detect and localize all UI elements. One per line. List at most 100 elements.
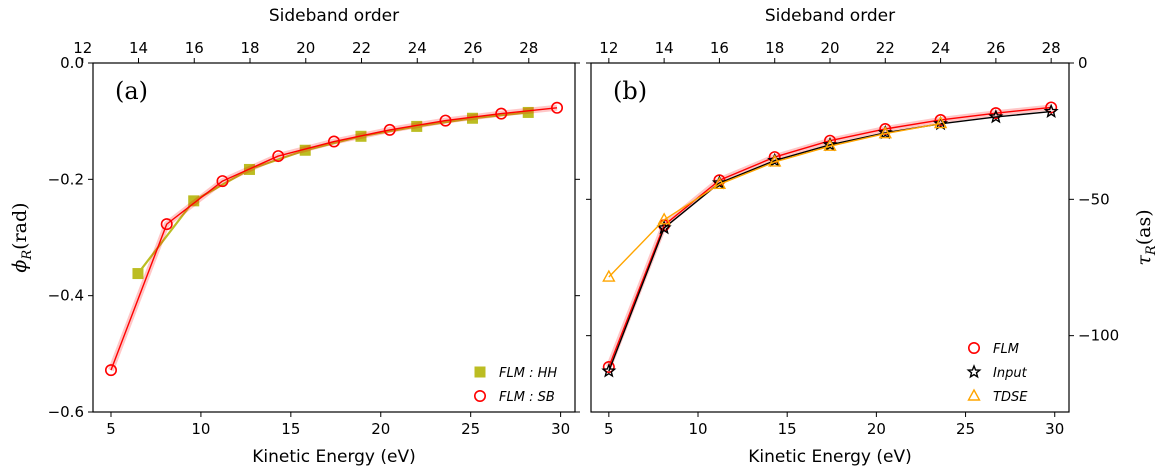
y-axis-title: τR(as) <box>1133 209 1159 265</box>
data-point <box>551 101 564 114</box>
series-line <box>608 110 1052 372</box>
data-point <box>327 135 340 148</box>
top-tick-label: 26 <box>986 39 1005 57</box>
top-tick-label: 22 <box>876 39 895 57</box>
data-point <box>988 109 1004 124</box>
x-tick-label: 10 <box>191 420 210 438</box>
top-tick-label: 24 <box>931 39 950 57</box>
panel-label: (b) <box>613 77 647 105</box>
data-point <box>602 361 615 374</box>
data-point <box>878 126 892 139</box>
legend-label: Input <box>993 366 1028 381</box>
panel-a: 5 10 15 20 25 30 12 14 16 18 20 22 24 26 28 −0.6 −0.4 −0.… <box>9 6 580 467</box>
data-point <box>522 106 534 118</box>
plot-frame <box>92 62 576 413</box>
data-point <box>933 116 948 129</box>
top-tick-label: 16 <box>185 39 204 57</box>
x-tick-label: 20 <box>371 420 390 438</box>
data-point <box>495 107 508 120</box>
series-flm-sb <box>104 101 564 377</box>
series-line <box>608 122 941 278</box>
top-tick-label: 28 <box>519 39 538 57</box>
y-tick-label: 0.0 <box>60 54 84 72</box>
panel-b: 5 10 15 20 25 30 12 14 16 18 20 22 24 26 28 −100 −50 0 Kin… <box>586 6 1159 467</box>
x-tick-label: 30 <box>1045 420 1064 438</box>
data-point <box>601 363 617 378</box>
top-axis-title: Sideband order <box>269 6 399 26</box>
top-tick-label: 14 <box>129 39 148 57</box>
y-tick-label: 0 <box>1078 54 1088 72</box>
data-point <box>657 212 671 225</box>
data-point <box>1045 101 1058 114</box>
top-tick-label: 24 <box>408 39 427 57</box>
y-tick-label: −0.2 <box>48 170 84 188</box>
legend-marker <box>473 389 486 402</box>
series-flm <box>602 101 1058 374</box>
top-tick-label: 20 <box>296 39 315 57</box>
legend-marker <box>967 388 981 401</box>
data-point <box>272 150 285 163</box>
data-point <box>933 115 949 131</box>
legend-label: TDSE <box>993 390 1028 405</box>
y-axis-title: ϕR(rad) <box>9 202 35 272</box>
data-point <box>711 175 727 190</box>
data-point <box>768 154 782 167</box>
data-point <box>1043 103 1059 118</box>
y-tick-label: −100 <box>1078 327 1119 345</box>
data-point <box>132 268 144 280</box>
x-tick-label: 15 <box>778 420 797 438</box>
data-point <box>602 269 616 282</box>
top-tick-label: 20 <box>820 39 839 57</box>
y-tick-label: −0.4 <box>48 287 84 305</box>
legend-label: FLM <box>993 342 1019 357</box>
data-point <box>877 124 893 140</box>
top-tick-label: 16 <box>710 39 729 57</box>
top-tick-label: 12 <box>599 39 618 57</box>
data-point <box>934 113 947 126</box>
top-tick-label: 22 <box>352 39 371 57</box>
legend-marker <box>967 341 980 354</box>
x-tick-label: 25 <box>956 420 975 438</box>
legend-marker <box>966 364 982 379</box>
legend: FLM : HH FLM : SB <box>473 366 557 405</box>
top-tick-label: 18 <box>240 39 259 57</box>
x-tick-label: 25 <box>461 420 480 438</box>
data-point <box>822 136 838 152</box>
x-tick-label: 20 <box>867 420 886 438</box>
top-tick-label: 18 <box>765 39 784 57</box>
data-point <box>160 218 173 231</box>
series-tdse <box>602 116 948 282</box>
top-tick-label: 14 <box>655 39 674 57</box>
x-tick-label: 30 <box>551 420 570 438</box>
legend: FLM Input TDSE <box>966 341 1028 405</box>
data-point <box>383 123 396 136</box>
data-point <box>104 364 117 377</box>
top-tick-label: 26 <box>463 39 482 57</box>
x-tick-label: 15 <box>281 420 300 438</box>
x-tick-label: 5 <box>106 420 116 438</box>
x-axis-title: Kinetic Energy (eV) <box>252 447 416 467</box>
y-tick-label: −0.6 <box>48 403 84 421</box>
top-axis-title: Sideband order <box>765 6 895 26</box>
legend-label: FLM : SB <box>499 390 555 405</box>
data-point <box>767 152 783 168</box>
y-tick-label: −50 <box>1078 190 1110 208</box>
x-tick-label: 10 <box>688 420 707 438</box>
data-point <box>989 107 1002 120</box>
data-point <box>712 176 727 190</box>
x-tick-label: 5 <box>604 420 614 438</box>
series-line <box>110 107 558 371</box>
data-point <box>439 114 452 127</box>
x-axis-title: Kinetic Energy (eV) <box>748 447 912 467</box>
data-point <box>188 195 200 207</box>
legend-label: FLM : HH <box>499 366 557 381</box>
data-point <box>216 175 229 188</box>
top-tick-label: 28 <box>1042 39 1061 57</box>
panel-label: (a) <box>115 77 148 105</box>
series-flm-hh <box>132 106 534 280</box>
top-tick-label: 12 <box>73 39 92 57</box>
legend-marker <box>474 366 486 378</box>
series-input <box>601 103 1059 378</box>
data-point <box>823 138 837 151</box>
